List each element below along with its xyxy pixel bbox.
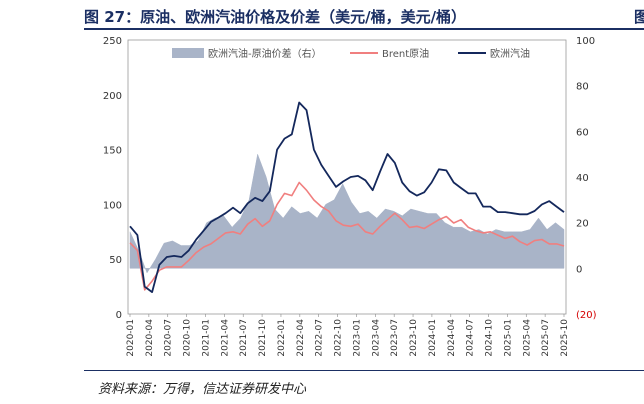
spread-area-layer bbox=[129, 153, 565, 274]
plot-area bbox=[127, 39, 567, 315]
left-tick-label: 200 bbox=[103, 91, 122, 102]
right-tick-label: (20) bbox=[576, 310, 597, 321]
x-tick-label: 2023-07 bbox=[390, 319, 400, 357]
x-tick-label: 2021-04 bbox=[220, 319, 230, 357]
right-tick-label: 40 bbox=[576, 173, 589, 184]
x-tick-label: 2020-07 bbox=[164, 319, 174, 357]
right-tick-label: 0 bbox=[576, 264, 582, 275]
x-tick-label: 2025-01 bbox=[503, 319, 513, 357]
left-tick-label: 100 bbox=[103, 200, 122, 211]
legend-label: 欧洲汽油 bbox=[490, 47, 530, 60]
legend-swatch bbox=[172, 48, 204, 58]
legend-brent: Brent原油 bbox=[350, 47, 429, 60]
plot-border bbox=[127, 39, 567, 315]
x-tick-label: 2022-01 bbox=[277, 319, 287, 357]
x-tick-label: 2022-10 bbox=[334, 319, 344, 357]
next-figure-mark: 图 bbox=[634, 8, 644, 26]
figure-title: 图 27：原油、欧洲汽油价格及价差（美元/桶，美元/桶） bbox=[84, 8, 467, 26]
x-tick-label: 2021-01 bbox=[201, 319, 211, 357]
left-tick-label: 0 bbox=[116, 310, 122, 321]
legend-gasoline: 欧洲汽油 bbox=[458, 47, 530, 60]
x-tick-label: 2024-04 bbox=[447, 319, 457, 357]
x-tick-label: 2024-07 bbox=[466, 319, 476, 357]
x-tick-label: 2023-10 bbox=[409, 319, 419, 357]
x-tick-label: 2025-04 bbox=[522, 319, 532, 357]
legend-label: Brent原油 bbox=[382, 47, 429, 60]
left-tick-label: 50 bbox=[109, 255, 122, 266]
axis-layer: 0 50 100 150 200 250 (20) 0 20 40 60 80 100 2020-01 20… bbox=[103, 36, 597, 357]
right-tick-label: 80 bbox=[576, 82, 589, 93]
x-tick-label: 2022-04 bbox=[296, 319, 306, 357]
series-spread-area bbox=[129, 153, 565, 274]
x-tick-label: 2021-10 bbox=[258, 319, 268, 357]
bottom-rule bbox=[84, 370, 644, 371]
x-tick-label: 2024-10 bbox=[485, 319, 495, 357]
line-layer bbox=[129, 101, 565, 293]
x-tick-label: 2024-01 bbox=[428, 319, 438, 357]
series-gasoline-line bbox=[129, 101, 565, 293]
legend-spread: 欧洲汽油-原油价差（右） bbox=[172, 47, 322, 60]
right-tick-label: 20 bbox=[576, 219, 589, 230]
x-tick-label: 2020-04 bbox=[145, 319, 155, 357]
x-tick-label: 2023-04 bbox=[371, 319, 381, 357]
right-tick-label: 60 bbox=[576, 127, 589, 138]
title-rule bbox=[84, 28, 644, 30]
x-tick-label: 2020-10 bbox=[183, 319, 193, 357]
x-tick-label: 2025-07 bbox=[541, 319, 551, 357]
right-tick-label: 100 bbox=[576, 36, 595, 47]
series-brent-line bbox=[129, 181, 565, 291]
legend-label: 欧洲汽油-原油价差（右） bbox=[208, 47, 322, 60]
left-tick-label: 150 bbox=[103, 146, 122, 157]
x-tick-label: 2020-01 bbox=[126, 319, 136, 357]
x-tick-label: 2025-10 bbox=[560, 319, 570, 357]
left-tick-label: 250 bbox=[103, 36, 122, 47]
x-tick-label: 2023-01 bbox=[352, 319, 362, 357]
legend: 欧洲汽油-原油价差（右） Brent原油 欧洲汽油 bbox=[172, 47, 530, 60]
x-tick-label: 2022-07 bbox=[315, 319, 325, 357]
source-note: 资料来源：万得，信达证券研发中心 bbox=[98, 382, 307, 397]
x-tick-label: 2021-07 bbox=[239, 319, 249, 357]
title-bar: 图 27：原油、欧洲汽油价格及价差（美元/桶，美元/桶） 图 bbox=[0, 0, 644, 30]
